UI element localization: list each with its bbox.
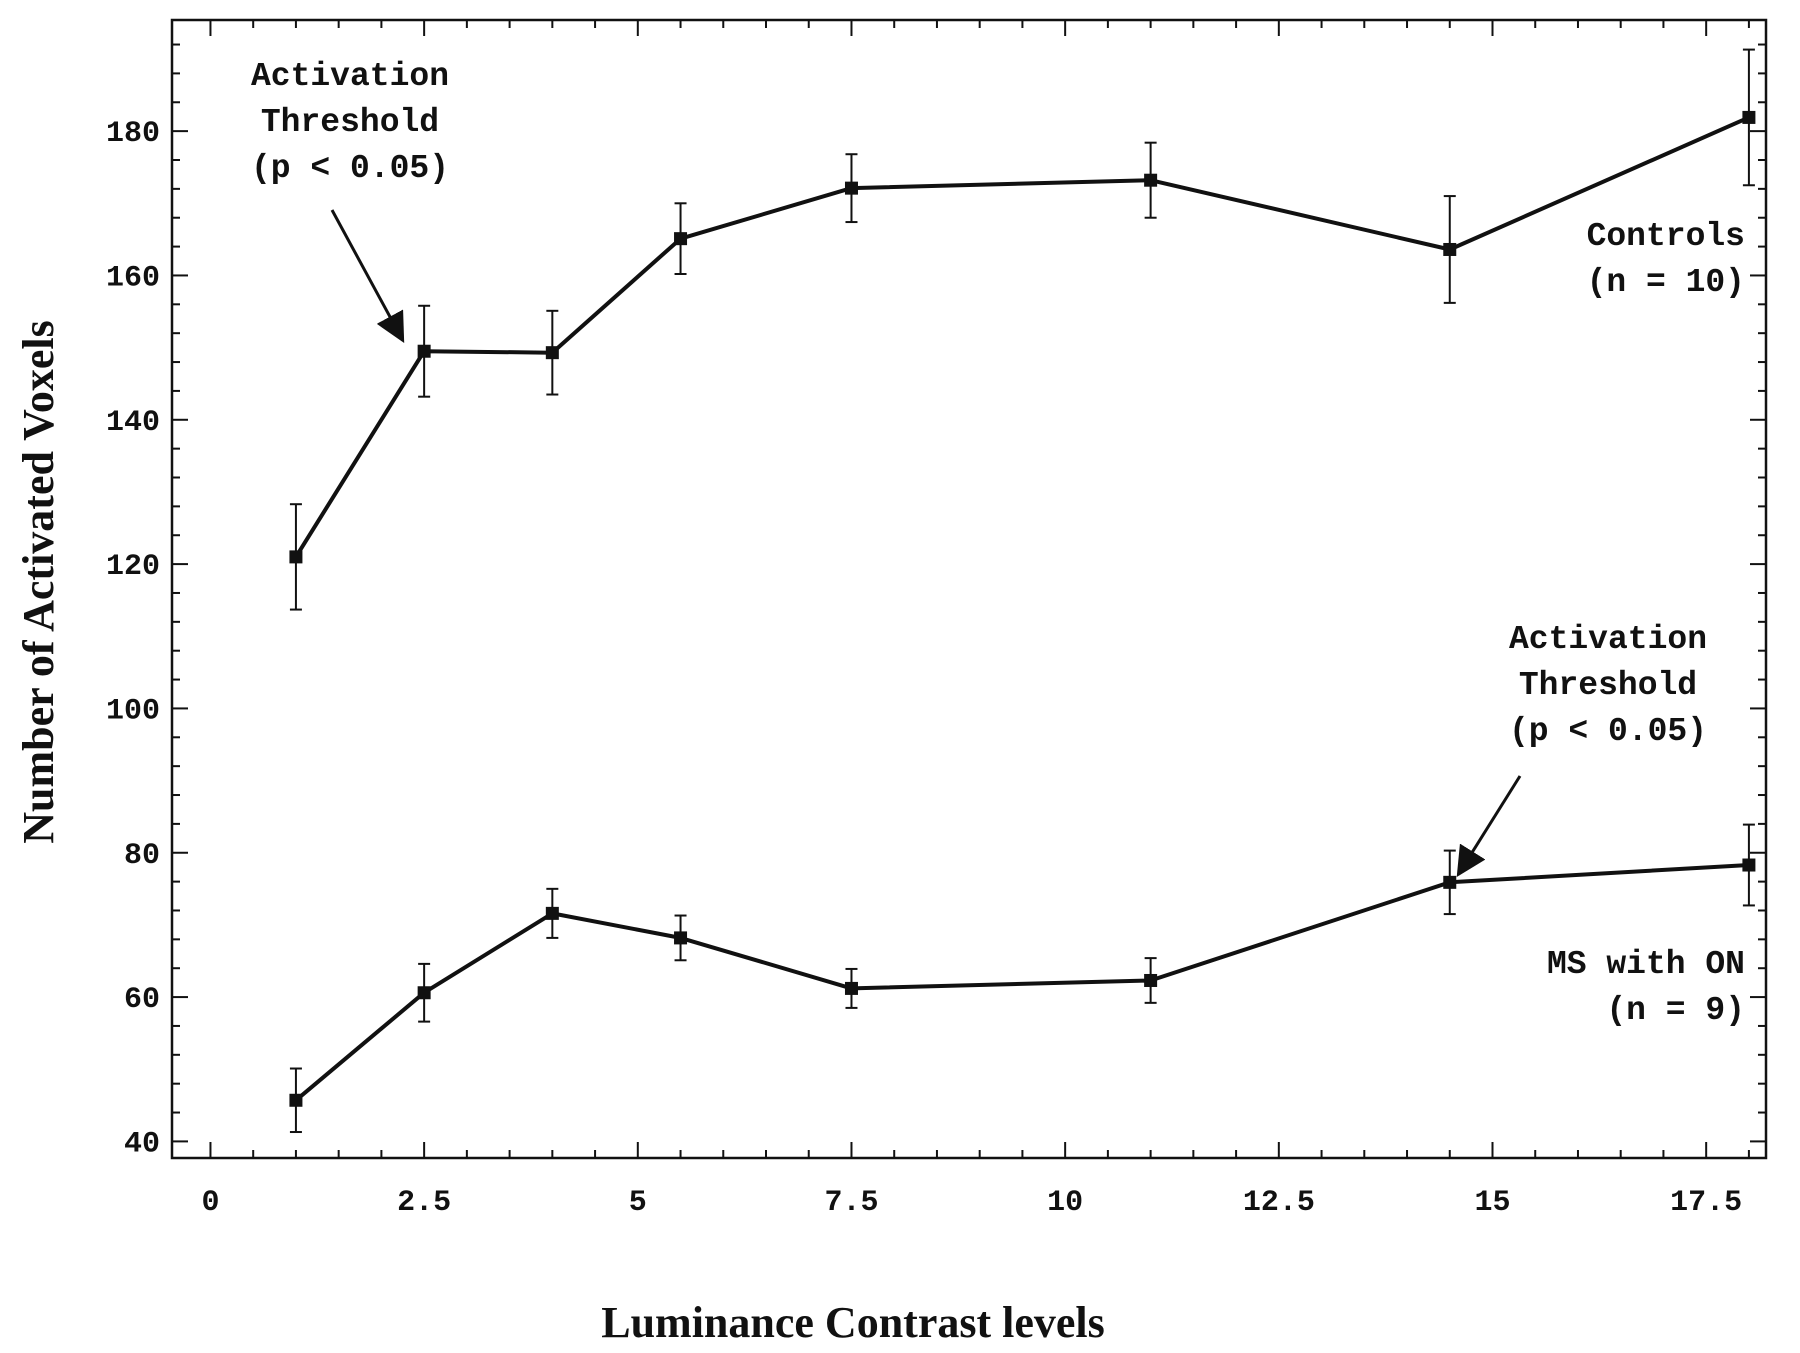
data-point	[1443, 242, 1457, 256]
series-line	[294, 863, 1750, 1102]
x-axis-title: Luminance Contrast levels	[601, 1298, 1105, 1347]
data-point	[844, 181, 858, 195]
annotation-text: Controls	[1587, 218, 1745, 255]
annotation-text: Activation	[251, 58, 449, 95]
x-tick-label: 15	[1474, 1186, 1510, 1220]
data-point	[1742, 110, 1756, 124]
axis-tick-labels: 0 2.5 5 7.5 10 12.5 15 17.5 40 60 80 100 120 140 160 18…	[106, 117, 1742, 1220]
x-tick-label: 5	[629, 1186, 647, 1220]
annotation-arrow	[330, 209, 405, 344]
y-tick-label: 60	[124, 983, 160, 1017]
series-2	[289, 823, 1756, 1134]
annotation-text: Threshold	[261, 104, 439, 141]
data-series	[289, 48, 1756, 1134]
annotation-arrow	[1456, 775, 1522, 877]
data-point	[289, 550, 303, 564]
x-tick-label: 0	[201, 1186, 219, 1220]
plot-frame	[170, 18, 1768, 1160]
data-point	[1742, 858, 1756, 872]
y-axis-title: Number of Activated Voxels	[14, 320, 63, 844]
data-point	[1443, 875, 1457, 889]
data-point	[1144, 973, 1158, 987]
annotation-1: Activation Threshold (p < 0.05)	[251, 58, 449, 344]
annotation-text: MS with ON	[1547, 946, 1745, 983]
annotation-text: Activation	[1509, 621, 1707, 658]
y-tick-label: 160	[106, 261, 160, 295]
annotation-text: (n = 9)	[1606, 992, 1745, 1029]
data-point	[674, 232, 688, 246]
annotation-text: (p < 0.05)	[1509, 713, 1707, 750]
data-point	[844, 981, 858, 995]
x-tick-label: 17.5	[1670, 1186, 1742, 1220]
data-point	[674, 931, 688, 945]
annotation-4: MS with ON (n = 9)	[1547, 946, 1745, 1029]
data-point	[545, 346, 559, 360]
data-point	[289, 1093, 303, 1107]
annotation-text: (n = 10)	[1587, 264, 1745, 301]
data-point	[1144, 173, 1158, 187]
data-point	[545, 906, 559, 920]
y-tick-label: 80	[124, 839, 160, 873]
y-tick-label: 140	[106, 406, 160, 440]
y-tick-label: 180	[106, 117, 160, 151]
annotation-2: Controls (n = 10)	[1587, 218, 1745, 301]
annotations: Activation Threshold (p < 0.05) Controls (n …	[251, 58, 1745, 1029]
data-point	[417, 986, 431, 1000]
x-tick-label: 10	[1047, 1186, 1083, 1220]
axis-ticks	[172, 20, 1766, 1158]
y-tick-label: 120	[106, 550, 160, 584]
data-point	[417, 344, 431, 358]
y-tick-label: 100	[106, 694, 160, 728]
y-tick-label: 40	[124, 1127, 160, 1161]
series-line	[294, 115, 1750, 558]
annotation-3: Activation Threshold (p < 0.05)	[1456, 621, 1707, 877]
x-tick-label: 7.5	[824, 1186, 878, 1220]
annotation-text: (p < 0.05)	[251, 150, 449, 187]
x-tick-label: 12.5	[1243, 1186, 1315, 1220]
annotation-text: Threshold	[1519, 667, 1697, 704]
series-1	[289, 48, 1756, 611]
x-tick-label: 2.5	[397, 1186, 451, 1220]
